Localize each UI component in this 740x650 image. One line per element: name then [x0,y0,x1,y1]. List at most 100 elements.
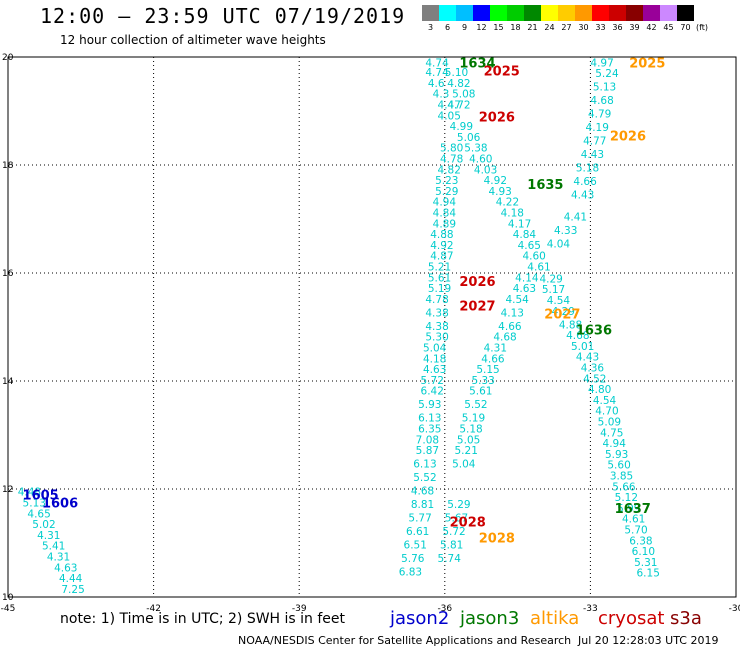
wave-height-value: 6.42 [421,386,444,398]
longitude-tick-label: -33 [583,604,598,614]
wave-height-value: 6.38 [629,535,652,547]
scale-label: 12 [476,23,487,32]
latitude-tick-label: 16 [2,269,14,279]
wave-height-value: 4.92 [430,240,453,252]
wave-height-value: 4.3 [433,89,450,101]
wave-height-value: 4.22 [496,197,519,209]
pass-number-label: 1605 [23,488,59,503]
latitude-tick-label: 12 [2,485,13,495]
wave-height-value: 4.05 [438,110,461,122]
generated-timestamp: Jul 20 12:28:03 UTC 2019 [578,634,719,647]
wave-height-value: 5.93 [605,449,628,461]
wave-height-value: 3.85 [610,471,633,483]
wave-height-value: 5.80 [440,143,463,155]
wave-height-value: 4.68 [590,95,613,107]
pass-number-label: 2026 [610,129,646,144]
legend-altika: altika [530,608,580,629]
wave-height-value: 4.03 [474,164,497,176]
pass-number-label: 2026 [459,275,495,290]
wave-height-value: 4.36 [581,363,605,375]
longitude-tick-label: -39 [292,604,307,614]
wave-height-value: 4.93 [488,186,511,198]
wave-height-value: 5.67 [445,513,468,525]
wave-height-labels: 4.485.134.655.024.315.414.314.634.447.25… [18,57,660,596]
wave-height-value: 4.04 [547,238,571,250]
wave-height-value: 6.51 [404,540,427,552]
wave-height-value: 5.21 [455,445,478,457]
footnote: note: 1) Time is in UTC; 2) SWH is in fe… [60,611,346,627]
pass-number-label: 1636 [576,324,612,339]
wave-height-value: 4.31 [37,530,60,542]
pass-number-label: 2028 [479,532,515,547]
wave-height-value: 5.74 [438,553,462,565]
wave-height-value: 5.66 [612,481,636,493]
wave-height-value: 5.12 [615,492,638,504]
scale-label: 15 [493,23,504,32]
scale-swatch [592,5,609,21]
wave-height-value: 4.74 [425,67,449,79]
scale-label: 9 [461,23,468,32]
wave-height-value: 5.02 [32,519,55,531]
page-subtitle: 12 hour collection of altimeter wave hei… [60,33,326,47]
scale-swatch [575,5,592,21]
wave-height-value: 4.65 [27,508,50,520]
wave-height-value: 4.87 [430,251,453,263]
wave-height-value: 5.99 [617,503,640,515]
latitude-tick-label: 14 [2,377,14,387]
wave-height-value: 4.78 [440,154,463,166]
scale-swatch [643,5,660,21]
wave-height-value: 5.38 [464,143,487,155]
wave-height-value: 5.60 [607,460,630,472]
pass-number-label: 1606 [42,497,78,512]
wave-height-value: 4.48 [18,487,41,499]
wave-height-value: 4.47 [438,100,461,112]
wave-height-value: 5.87 [416,445,439,457]
wave-height-value: 4.41 [564,211,587,223]
wave-height-value: 4.19 [586,122,609,134]
wave-height-value: 5.10 [445,67,468,79]
wave-height-value: 7.25 [61,584,84,596]
wave-height-value: 6.13 [413,459,436,471]
wave-height-value: 5.17 [542,284,565,296]
scale-swatch [439,5,456,21]
wave-height-value: 4.77 [583,136,606,148]
wave-height-value: 5.52 [413,472,436,484]
wave-height-value: 4.66 [573,176,597,188]
scale-label: 36 [612,23,623,32]
wave-height-value: 6.13 [418,413,441,425]
wave-height-value: 4.60 [469,154,492,166]
wave-height-value: 5.29 [435,186,458,198]
wave-height-value: 4.52 [583,373,606,385]
wave-height-value: 5.18 [576,163,599,175]
wave-height-value: 4.61 [622,514,645,526]
longitude-tick-label: -45 [1,604,16,614]
wave-height-value: 5.93 [418,399,441,411]
scale-swatch [524,5,541,21]
wave-height-value: 5.31 [634,557,657,569]
wave-height-value: 4.89 [433,218,456,230]
wave-height-value: 5.30 [425,332,448,344]
wave-height-value: 5.04 [452,459,476,471]
wave-height-value: 6.61 [406,526,429,538]
scale-label: 30 [578,23,589,32]
wave-height-value: 4.65 [518,240,541,252]
wave-height-value: 4.14 [515,272,539,284]
wave-height-value: 4.94 [433,197,457,209]
scale-swatch [626,5,643,21]
wave-height-value: 5.76 [401,553,425,565]
latitude-tick-label: 20 [2,53,14,63]
wave-height-value: 4.88 [559,319,582,331]
wave-height-value: 5.33 [471,375,494,387]
wave-height-value: 4.63 [54,562,77,574]
pass-number-label: 2028 [450,515,486,530]
wave-height-value: 4.38 [425,307,448,319]
wave-height-value: 4.13 [501,307,524,319]
wave-height-value: 5.81 [440,540,463,552]
wave-height-value: 4.54 [505,294,529,306]
wave-height-value: 4.31 [484,343,507,355]
wave-height-value: 4.63 [423,364,446,376]
wave-height-value: 4.60 [522,251,545,263]
scale-swatch [677,5,694,21]
scale-label: 42 [646,23,657,32]
